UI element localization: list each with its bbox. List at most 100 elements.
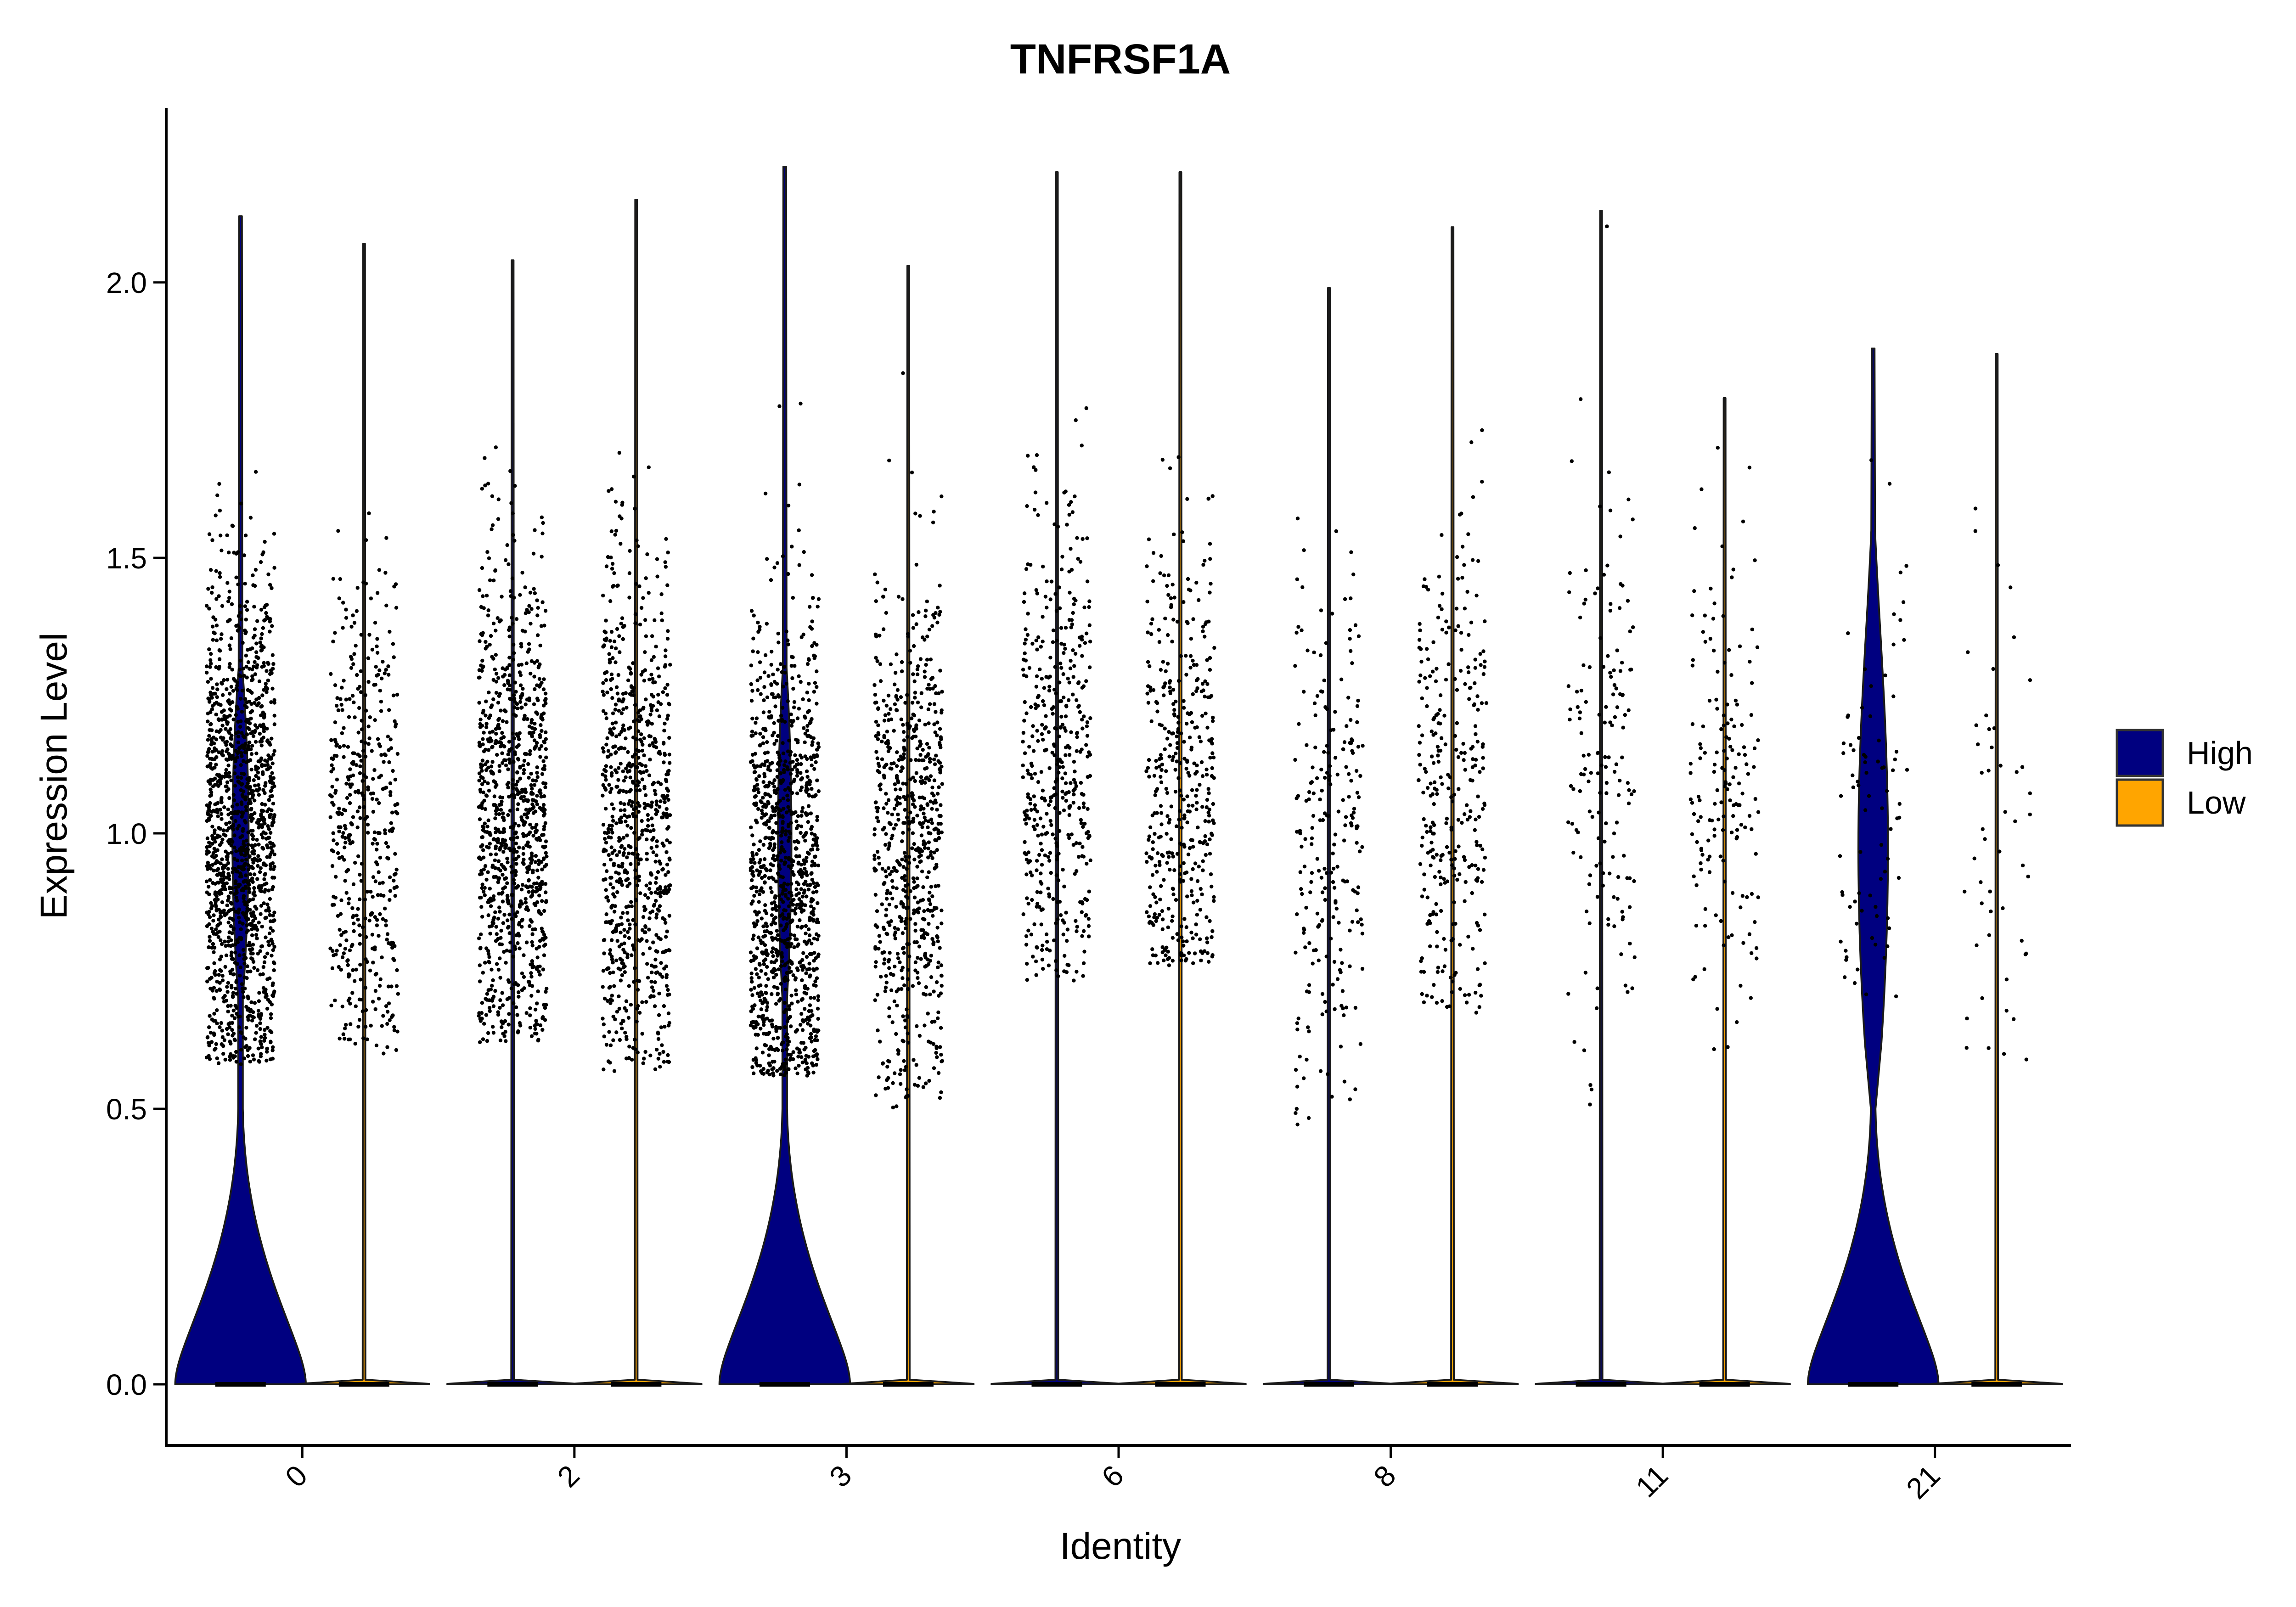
data-point — [262, 726, 267, 730]
data-point — [1348, 964, 1352, 968]
data-point — [761, 1072, 766, 1076]
data-point — [1846, 631, 1850, 635]
data-point — [538, 972, 542, 977]
data-point — [810, 877, 814, 882]
data-point — [795, 1046, 799, 1051]
data-point — [525, 607, 529, 612]
data-point — [1584, 909, 1589, 914]
data-point — [518, 694, 523, 699]
data-point — [259, 636, 263, 641]
data-point — [253, 783, 257, 788]
data-point — [1351, 572, 1356, 577]
data-point — [214, 902, 218, 906]
data-point — [526, 885, 530, 890]
data-point — [208, 1014, 212, 1018]
data-point — [248, 787, 252, 791]
data-point — [811, 837, 816, 842]
data-point — [1353, 1006, 1358, 1010]
data-point — [1069, 625, 1073, 629]
data-point — [793, 1029, 798, 1034]
data-point — [266, 753, 270, 758]
data-point — [1597, 713, 1601, 717]
data-point — [1026, 562, 1030, 567]
data-point — [756, 1033, 760, 1037]
data-point — [1036, 694, 1041, 698]
data-point — [786, 749, 790, 753]
data-point — [213, 757, 217, 761]
data-point — [524, 843, 529, 848]
data-point — [796, 1055, 800, 1059]
data-point — [760, 816, 764, 820]
data-point — [241, 911, 245, 915]
data-point — [259, 886, 263, 890]
data-point — [353, 979, 357, 983]
data-point — [343, 879, 347, 883]
data-point — [783, 759, 788, 764]
data-point — [668, 883, 672, 888]
data-point — [234, 624, 238, 628]
data-point — [1840, 890, 1844, 894]
data-point — [491, 978, 495, 983]
data-point — [508, 940, 512, 944]
data-point — [765, 868, 769, 872]
data-point — [544, 730, 548, 735]
data-point — [496, 517, 501, 521]
data-point — [528, 1006, 532, 1011]
data-point — [208, 568, 213, 572]
data-point — [616, 778, 620, 782]
data-point — [776, 854, 780, 858]
data-point — [1609, 674, 1613, 679]
data-point — [362, 797, 366, 801]
data-point — [265, 951, 270, 955]
data-point — [210, 624, 215, 629]
data-point — [1310, 871, 1314, 875]
data-point — [238, 604, 242, 608]
data-point — [759, 865, 763, 869]
data-point — [245, 909, 249, 913]
data-point — [262, 645, 266, 650]
data-point — [769, 663, 773, 667]
data-point — [237, 920, 242, 924]
data-point — [256, 759, 260, 764]
data-point — [799, 401, 803, 406]
data-point — [1042, 686, 1047, 690]
data-point — [1047, 803, 1051, 807]
data-point — [1359, 917, 1363, 921]
data-point — [538, 755, 542, 759]
data-point — [1064, 626, 1068, 630]
data-point — [529, 771, 533, 776]
data-point — [242, 867, 246, 871]
data-point — [1030, 898, 1034, 902]
data-point — [350, 840, 355, 844]
data-point — [370, 647, 375, 652]
data-point — [246, 843, 250, 847]
data-point — [388, 781, 393, 786]
data-point — [782, 763, 787, 767]
data-point — [1061, 796, 1065, 800]
data-point — [225, 990, 230, 994]
data-point — [1057, 585, 1061, 590]
data-point — [1058, 606, 1062, 611]
data-point — [259, 713, 263, 718]
data-point — [253, 1001, 257, 1005]
data-point — [229, 971, 233, 976]
data-point — [253, 740, 258, 744]
data-point — [1897, 802, 1902, 806]
data-point — [786, 960, 790, 965]
data-point — [815, 882, 819, 886]
data-point — [816, 741, 820, 746]
data-point — [1075, 749, 1079, 753]
data-point — [506, 813, 510, 817]
data-point — [1891, 642, 1896, 646]
data-point — [249, 956, 253, 961]
data-point — [1356, 795, 1361, 799]
data-point — [530, 826, 535, 830]
data-point — [1025, 896, 1029, 900]
data-point — [787, 1067, 791, 1071]
data-point — [512, 795, 517, 799]
data-point — [514, 617, 519, 621]
data-point — [377, 801, 381, 805]
data-point — [225, 1027, 229, 1031]
data-point — [225, 857, 229, 862]
data-point — [767, 826, 771, 830]
